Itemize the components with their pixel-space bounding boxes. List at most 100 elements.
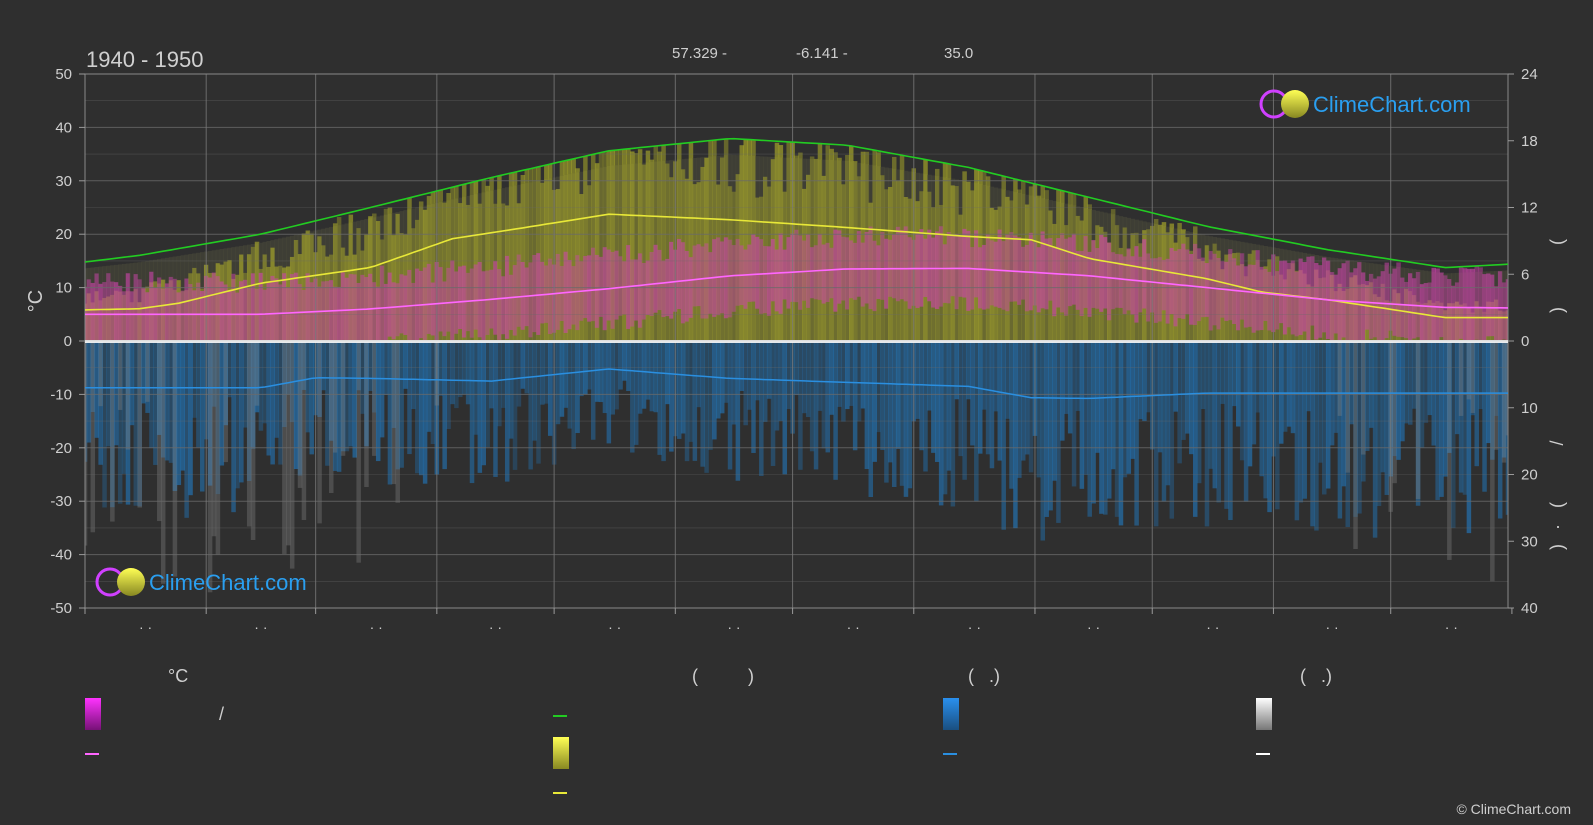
precipitation-band: [567, 341, 573, 429]
precipitation-band: [1325, 341, 1331, 489]
snow-band: [395, 341, 400, 503]
temperature-band: [1466, 268, 1472, 341]
precipitation-band: [637, 341, 643, 414]
precipitation-band: [94, 341, 99, 438]
precipitation-band: [794, 341, 799, 396]
precipitation-band: [622, 341, 627, 381]
sunshine-band: [813, 158, 819, 341]
sunshine-line: [85, 213, 1508, 319]
precipitation-band: [903, 341, 909, 497]
temperature-band: [340, 272, 346, 340]
daylight-band: [665, 160, 670, 341]
sunshine-band: [528, 168, 533, 341]
precipitation-band: [188, 341, 193, 496]
temperature-band: [387, 272, 393, 337]
temperature-band: [1024, 244, 1030, 312]
right-bottom-axis-glyph: /: [1547, 440, 1567, 445]
sunshine-band: [102, 297, 107, 341]
temperature-band: [442, 281, 447, 337]
temperature-band: [872, 240, 877, 312]
precipitation-band: [989, 341, 995, 469]
sunshine-band: [1228, 254, 1233, 341]
temperature-band: [774, 249, 780, 312]
temperature-band: [1009, 232, 1014, 302]
temperature-band: [782, 249, 788, 300]
daylight-band: [110, 265, 115, 341]
temperature-band: [962, 228, 967, 298]
temperature-band: [1435, 268, 1440, 341]
precipitation-band: [759, 341, 764, 476]
daylight-band: [970, 182, 975, 341]
precipitation-band: [915, 341, 920, 419]
month-tick-label: · ·: [1445, 619, 1458, 635]
sunshine-band: [512, 172, 518, 341]
temperature-band: [829, 247, 834, 299]
temperature-band: [168, 276, 174, 341]
temperature-band: [1110, 252, 1116, 310]
sunshine-band: [704, 157, 709, 341]
temperature-band: [915, 233, 920, 308]
temperature-band: [1079, 250, 1085, 317]
right-bottom-axis-glyph: (: [1547, 502, 1567, 508]
precipitation-band: [1302, 341, 1307, 499]
precipitation-band: [653, 341, 659, 413]
sunshine-band: [1208, 259, 1214, 341]
temperature-band: [1474, 266, 1479, 340]
sunshine-band: [1200, 260, 1206, 341]
precipitation-band: [344, 341, 350, 452]
precipitation-band: [1169, 341, 1175, 519]
precipitation-band: [184, 341, 189, 518]
temperature-band: [481, 271, 487, 341]
precipitation-band: [473, 341, 479, 435]
temperature-band: [825, 242, 831, 302]
precipitation-band: [504, 341, 510, 482]
precipitation-band: [1439, 341, 1444, 497]
precipitation-band: [747, 341, 752, 410]
snow-band: [372, 341, 377, 456]
precipitation-band: [520, 341, 526, 389]
precipitation-band: [743, 341, 748, 426]
temperature-band: [1384, 262, 1390, 339]
temperature-band: [653, 244, 659, 313]
sunshine-band: [1454, 301, 1460, 341]
sunshine-band: [1001, 176, 1006, 341]
temperature-band: [1497, 271, 1503, 341]
sunshine-band: [497, 175, 502, 341]
snow-band: [98, 341, 103, 407]
sunshine-band: [575, 168, 580, 341]
legend-precipitation-range-swatch: [943, 698, 959, 730]
left-tick-label: 50: [55, 66, 72, 83]
sunshine-band: [1193, 226, 1198, 341]
temperature-band: [798, 235, 803, 310]
temperature-band: [1091, 239, 1096, 308]
precipitation-band: [1048, 341, 1053, 511]
precipitation-band: [1020, 341, 1026, 461]
sunshine-band: [665, 163, 670, 341]
temperature-band: [1501, 282, 1507, 340]
sunshine-band: [196, 273, 201, 341]
temperature-band: [1153, 258, 1159, 323]
temperature-band: [931, 237, 936, 308]
temperature-band: [680, 242, 686, 324]
precipitation-band: [145, 341, 150, 413]
daylight-band: [489, 190, 494, 341]
precipitation-band: [211, 341, 217, 407]
temperature-band: [692, 245, 698, 307]
precipitation-band: [489, 341, 494, 409]
precipitation-band: [1368, 341, 1374, 428]
sunshine-band: [567, 159, 573, 341]
precipitation-band: [1052, 341, 1057, 481]
daylight-band: [727, 154, 733, 341]
daylight-band: [540, 179, 545, 341]
precipitation-band: [1103, 341, 1108, 515]
precipitation-band: [1505, 341, 1508, 515]
temperature-band: [372, 282, 377, 341]
temperature-band: [1005, 234, 1010, 312]
sunshine-band: [970, 190, 975, 341]
precipitation-band: [317, 341, 322, 417]
precipitation-band: [372, 341, 377, 413]
temperature-band: [501, 276, 506, 335]
sunshine-band: [563, 160, 569, 341]
temperature-band: [1142, 239, 1147, 309]
precipitation-band: [114, 341, 119, 446]
